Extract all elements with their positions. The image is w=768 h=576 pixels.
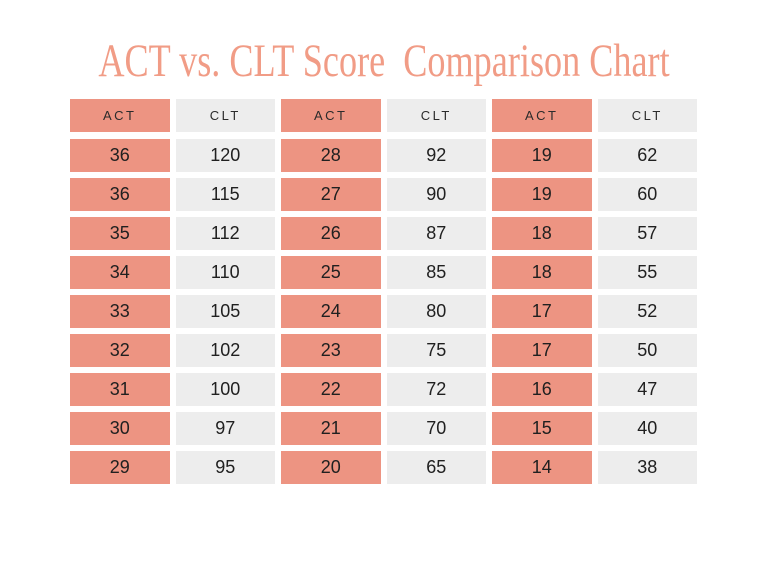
page-title: ACT vs. CLT Score Comparison Chart [98, 35, 670, 87]
table-cell: 40 [597, 412, 697, 445]
table-cell: 30 [70, 412, 170, 445]
table-cell: 27 [281, 178, 381, 211]
table-cell: 70 [386, 412, 486, 445]
table-header-row: ACT CLT ACT CLT ACT CLT [70, 99, 697, 132]
table-cell: 72 [386, 373, 486, 406]
column-header-clt-2: CLT [386, 99, 486, 132]
table-row: 36 115 27 90 19 60 [70, 178, 697, 211]
table-row: 33 105 24 80 17 52 [70, 295, 697, 328]
table-cell: 100 [175, 373, 275, 406]
column-header-clt-1: CLT [175, 99, 275, 132]
table-cell: 112 [175, 217, 275, 250]
table-cell: 14 [492, 451, 592, 484]
table-cell: 17 [492, 334, 592, 367]
column-header-act-3: ACT [492, 99, 592, 132]
table-cell: 21 [281, 412, 381, 445]
table-row: 29 95 20 65 14 38 [70, 451, 697, 484]
table-body: 36 120 28 92 19 62 36 115 27 90 19 60 35 112 26 87 18 57 3… [70, 139, 697, 484]
table-cell: 50 [597, 334, 697, 367]
table-cell: 29 [70, 451, 170, 484]
table-cell: 87 [386, 217, 486, 250]
table-cell: 97 [175, 412, 275, 445]
table-cell: 65 [386, 451, 486, 484]
table-cell: 18 [492, 217, 592, 250]
column-header-clt-3: CLT [597, 99, 697, 132]
table-cell: 32 [70, 334, 170, 367]
table-cell: 31 [70, 373, 170, 406]
table-cell: 85 [386, 256, 486, 289]
table-cell: 34 [70, 256, 170, 289]
table-cell: 19 [492, 139, 592, 172]
table-cell: 75 [386, 334, 486, 367]
table-cell: 95 [175, 451, 275, 484]
column-header-act-1: ACT [70, 99, 170, 132]
table-cell: 19 [492, 178, 592, 211]
table-row: 36 120 28 92 19 62 [70, 139, 697, 172]
table-row: 34 110 25 85 18 55 [70, 256, 697, 289]
table-cell: 36 [70, 178, 170, 211]
table-cell: 92 [386, 139, 486, 172]
table-cell: 90 [386, 178, 486, 211]
table-cell: 25 [281, 256, 381, 289]
table-cell: 102 [175, 334, 275, 367]
table-cell: 47 [597, 373, 697, 406]
score-conversion-table: ACT CLT ACT CLT ACT CLT 36 120 28 92 19 62 36 1… [70, 99, 697, 484]
column-header-act-2: ACT [281, 99, 381, 132]
table-cell: 28 [281, 139, 381, 172]
table-cell: 18 [492, 256, 592, 289]
table-cell: 17 [492, 295, 592, 328]
table-cell: 115 [175, 178, 275, 211]
table-cell: 35 [70, 217, 170, 250]
table-cell: 62 [597, 139, 697, 172]
table-row: 31 100 22 72 16 47 [70, 373, 697, 406]
table-cell: 23 [281, 334, 381, 367]
table-cell: 57 [597, 217, 697, 250]
table-cell: 80 [386, 295, 486, 328]
table-row: 30 97 21 70 15 40 [70, 412, 697, 445]
table-cell: 60 [597, 178, 697, 211]
table-row: 35 112 26 87 18 57 [70, 217, 697, 250]
table-cell: 16 [492, 373, 592, 406]
table-cell: 20 [281, 451, 381, 484]
table-cell: 33 [70, 295, 170, 328]
table-cell: 52 [597, 295, 697, 328]
table-cell: 15 [492, 412, 592, 445]
table-cell: 105 [175, 295, 275, 328]
table-cell: 120 [175, 139, 275, 172]
table-cell: 22 [281, 373, 381, 406]
table-cell: 110 [175, 256, 275, 289]
table-cell: 26 [281, 217, 381, 250]
table-cell: 24 [281, 295, 381, 328]
table-cell: 38 [597, 451, 697, 484]
table-row: 32 102 23 75 17 50 [70, 334, 697, 367]
table-cell: 55 [597, 256, 697, 289]
table-cell: 36 [70, 139, 170, 172]
